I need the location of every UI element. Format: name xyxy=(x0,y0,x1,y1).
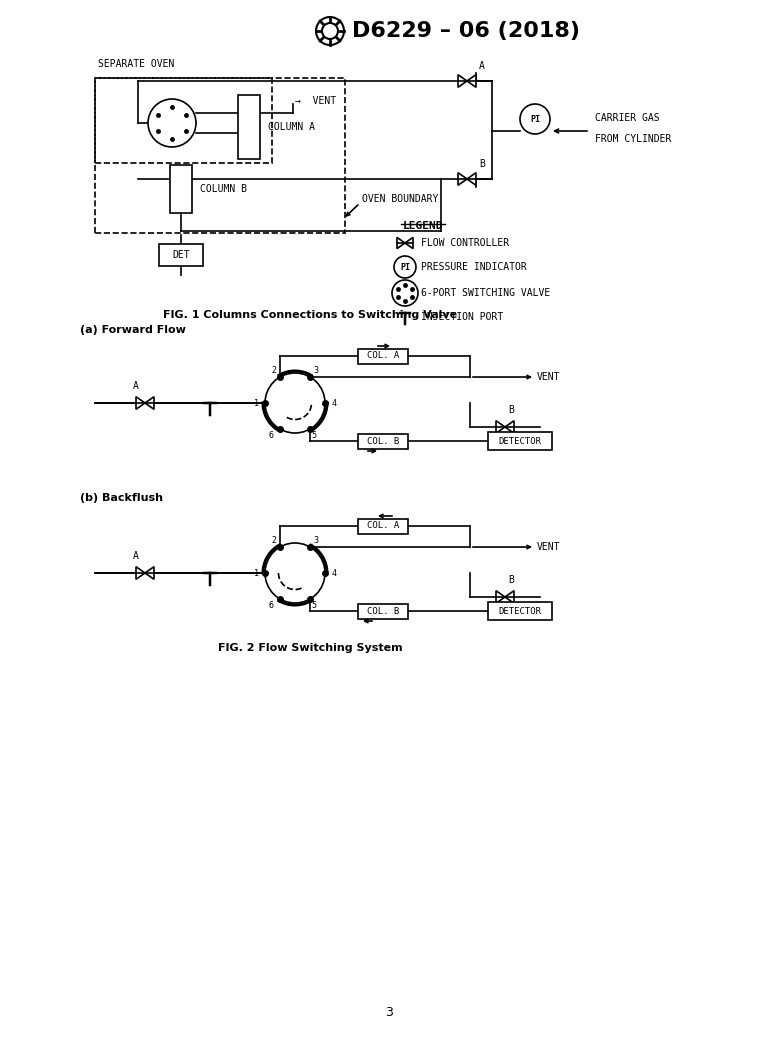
Polygon shape xyxy=(467,173,476,185)
Polygon shape xyxy=(496,590,505,604)
Bar xyxy=(358,518,408,533)
Text: FIG. 2 Flow Switching System: FIG. 2 Flow Switching System xyxy=(218,643,402,653)
Text: COL. A: COL. A xyxy=(367,352,399,360)
Text: (b) Backflush: (b) Backflush xyxy=(80,493,163,503)
Polygon shape xyxy=(397,237,405,249)
Text: FROM CYLINDER: FROM CYLINDER xyxy=(595,134,671,144)
Text: INJECTION PORT: INJECTION PORT xyxy=(421,312,503,322)
Polygon shape xyxy=(467,75,476,87)
Text: 3: 3 xyxy=(314,535,318,544)
Text: B: B xyxy=(479,159,485,169)
Bar xyxy=(170,166,192,213)
Text: 6: 6 xyxy=(268,431,274,440)
Circle shape xyxy=(265,373,325,433)
Circle shape xyxy=(394,256,416,278)
Text: PI: PI xyxy=(530,115,540,124)
Text: B: B xyxy=(508,405,514,415)
Text: COL. B: COL. B xyxy=(367,436,399,446)
Polygon shape xyxy=(136,397,145,409)
Text: 6-PORT SWITCHING VALVE: 6-PORT SWITCHING VALVE xyxy=(421,288,550,298)
Text: DETECTOR: DETECTOR xyxy=(499,436,541,446)
Text: CARRIER GAS: CARRIER GAS xyxy=(595,113,660,123)
Text: PRESSURE INDICATOR: PRESSURE INDICATOR xyxy=(421,262,527,272)
Bar xyxy=(488,602,552,620)
Text: 4: 4 xyxy=(331,399,337,407)
Text: FIG. 1 Columns Connections to Switching Valve: FIG. 1 Columns Connections to Switching … xyxy=(163,310,457,320)
Text: 2: 2 xyxy=(272,365,276,375)
Text: COLUMN B: COLUMN B xyxy=(200,184,247,194)
Text: →  VENT: → VENT xyxy=(295,96,336,106)
Text: VENT: VENT xyxy=(537,542,560,552)
Text: B: B xyxy=(508,575,514,585)
Circle shape xyxy=(392,280,418,306)
Text: COLUMN A: COLUMN A xyxy=(268,122,315,132)
Text: 5: 5 xyxy=(311,602,317,610)
Bar xyxy=(238,95,260,159)
Polygon shape xyxy=(458,75,467,87)
Polygon shape xyxy=(505,421,514,433)
Text: OVEN BOUNDARY: OVEN BOUNDARY xyxy=(362,194,438,204)
Polygon shape xyxy=(145,397,154,409)
Text: 6: 6 xyxy=(268,602,274,610)
Text: A: A xyxy=(479,61,485,71)
Polygon shape xyxy=(505,590,514,604)
Text: 5: 5 xyxy=(311,431,317,440)
Text: (a) Forward Flow: (a) Forward Flow xyxy=(80,325,186,335)
Text: 3: 3 xyxy=(385,1007,393,1019)
Polygon shape xyxy=(145,566,154,579)
Circle shape xyxy=(265,543,325,603)
Text: A: A xyxy=(133,381,139,391)
Bar xyxy=(358,349,408,363)
Polygon shape xyxy=(496,421,505,433)
Circle shape xyxy=(520,104,550,134)
Bar xyxy=(159,244,203,266)
Text: 3: 3 xyxy=(314,365,318,375)
Polygon shape xyxy=(136,566,145,579)
Bar xyxy=(95,78,272,163)
Text: 4: 4 xyxy=(331,568,337,578)
Text: FLOW CONTROLLER: FLOW CONTROLLER xyxy=(421,238,509,248)
Text: COL. B: COL. B xyxy=(367,607,399,615)
Text: DET: DET xyxy=(172,250,190,260)
Text: VENT: VENT xyxy=(537,372,560,382)
Text: LEGEND: LEGEND xyxy=(403,221,443,231)
Text: A: A xyxy=(133,551,139,561)
Bar xyxy=(488,432,552,450)
Text: D6229 – 06 (2018): D6229 – 06 (2018) xyxy=(352,21,580,41)
Text: 1: 1 xyxy=(254,399,260,407)
Bar xyxy=(358,433,408,449)
Circle shape xyxy=(148,99,196,147)
Polygon shape xyxy=(405,237,413,249)
Text: SEPARATE OVEN: SEPARATE OVEN xyxy=(98,59,174,69)
Text: 1: 1 xyxy=(254,568,260,578)
Text: COL. A: COL. A xyxy=(367,522,399,531)
Text: PI: PI xyxy=(400,262,410,272)
Bar xyxy=(95,78,345,233)
Text: 2: 2 xyxy=(272,535,276,544)
Bar xyxy=(358,604,408,618)
Polygon shape xyxy=(458,173,467,185)
Text: DETECTOR: DETECTOR xyxy=(499,607,541,615)
